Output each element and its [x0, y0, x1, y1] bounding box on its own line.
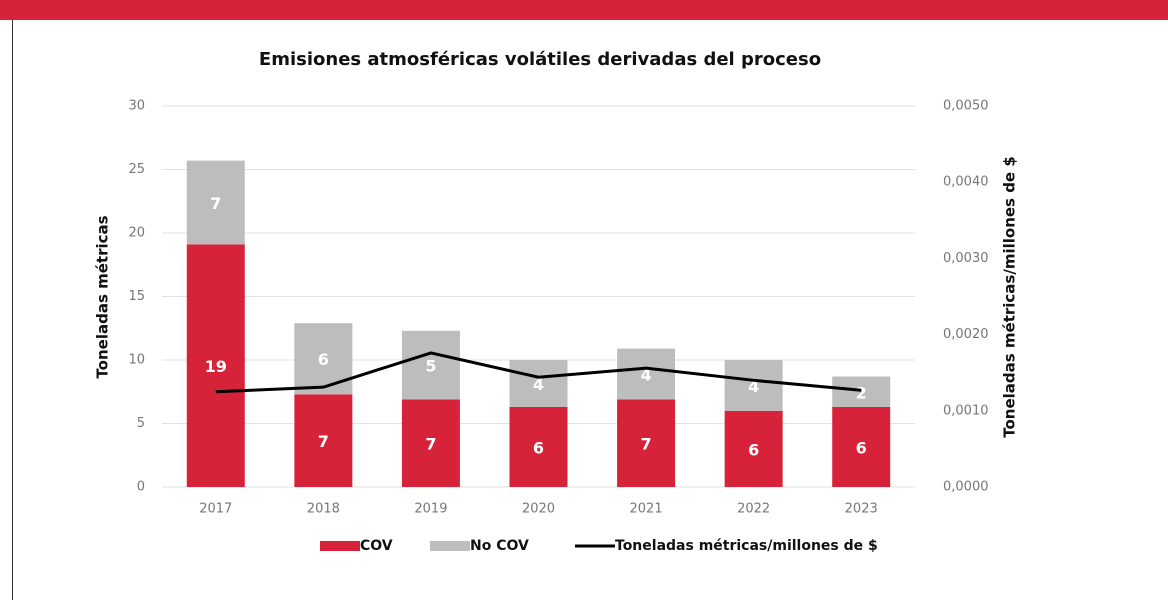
data-label: 5	[425, 357, 436, 376]
x-tick-label: 2017	[199, 502, 232, 517]
legend-swatch	[320, 541, 360, 551]
legend-swatch	[430, 541, 470, 551]
legend-label: Toneladas métricas/millones de $	[615, 538, 878, 554]
bar	[186, 160, 245, 245]
data-label: 6	[533, 438, 544, 457]
data-label: 4	[748, 377, 759, 396]
chart-title: Emisiones atmosféricas volátiles derivad…	[259, 49, 821, 70]
x-tick-label: 2023	[845, 502, 878, 517]
x-tick-label: 2018	[307, 502, 340, 517]
bar	[294, 394, 353, 487]
y2-axis-title: Toneladas métricas/millones de $	[1001, 156, 1019, 438]
bar	[832, 376, 891, 407]
top-band	[0, 0, 1168, 20]
y-tick-label: 5	[137, 416, 145, 431]
data-label: 7	[641, 435, 652, 454]
bar	[186, 244, 245, 487]
bar	[509, 406, 568, 487]
x-tick-label: 2019	[414, 502, 447, 517]
y-tick-label: 15	[128, 289, 145, 304]
data-label: 2	[856, 383, 867, 402]
bar	[724, 410, 783, 487]
data-label: 7	[425, 435, 436, 454]
y-tick-label: 0	[137, 480, 145, 495]
data-label: 19	[205, 357, 227, 376]
data-label: 7	[210, 194, 221, 213]
bar	[617, 348, 676, 400]
y2-tick-label: 0,0050	[943, 99, 989, 114]
data-label: 6	[318, 350, 329, 369]
y-axis-title: Toneladas métricas	[94, 215, 112, 378]
x-tick-label: 2020	[522, 502, 555, 517]
y2-tick-label: 0,0020	[943, 327, 989, 342]
bar	[617, 399, 676, 487]
data-label: 4	[533, 375, 544, 394]
data-label: 4	[641, 365, 652, 384]
y2-tick-label: 0,0030	[943, 251, 989, 266]
line	[215, 351, 862, 394]
bar	[724, 360, 783, 411]
bar	[509, 360, 568, 407]
data-label: 6	[748, 440, 759, 459]
legend-label: No COV	[470, 538, 529, 554]
legend-label: COV	[360, 538, 393, 554]
x-tick-label: 2022	[737, 502, 770, 517]
bar	[401, 399, 460, 487]
y-tick-label: 20	[128, 226, 145, 241]
bar	[832, 406, 891, 487]
x-tick-label: 2021	[630, 502, 663, 517]
y-tick-label: 25	[128, 162, 145, 177]
bar	[401, 330, 460, 400]
y2-tick-label: 0,0000	[943, 480, 989, 495]
y2-tick-label: 0,0040	[943, 175, 989, 190]
y2-tick-label: 0,0010	[943, 403, 989, 418]
y-tick-label: 30	[128, 99, 145, 114]
data-label: 6	[856, 438, 867, 457]
y-tick-label: 10	[128, 353, 145, 368]
data-label: 7	[318, 432, 329, 451]
